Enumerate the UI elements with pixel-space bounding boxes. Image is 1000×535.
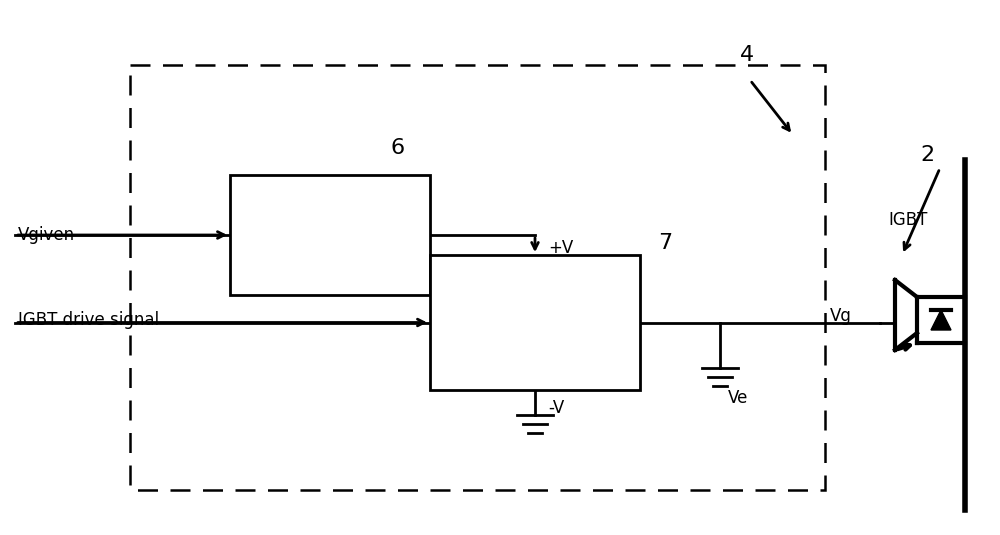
Text: Ve: Ve: [728, 389, 748, 407]
Text: IGBT: IGBT: [888, 211, 927, 229]
Text: 2: 2: [920, 145, 934, 165]
Text: -V: -V: [548, 399, 564, 417]
Text: 4: 4: [740, 45, 754, 65]
Text: IGBT drive signal: IGBT drive signal: [18, 311, 159, 329]
Text: 6: 6: [390, 138, 404, 158]
Text: +V: +V: [548, 239, 573, 257]
Bar: [130, 65, 825, 490]
Polygon shape: [931, 310, 951, 330]
Bar: [230, 175, 430, 295]
Text: Vg: Vg: [830, 307, 852, 325]
Bar: [430, 255, 640, 390]
Text: 7: 7: [658, 233, 672, 253]
Text: Vgiven: Vgiven: [18, 226, 75, 244]
